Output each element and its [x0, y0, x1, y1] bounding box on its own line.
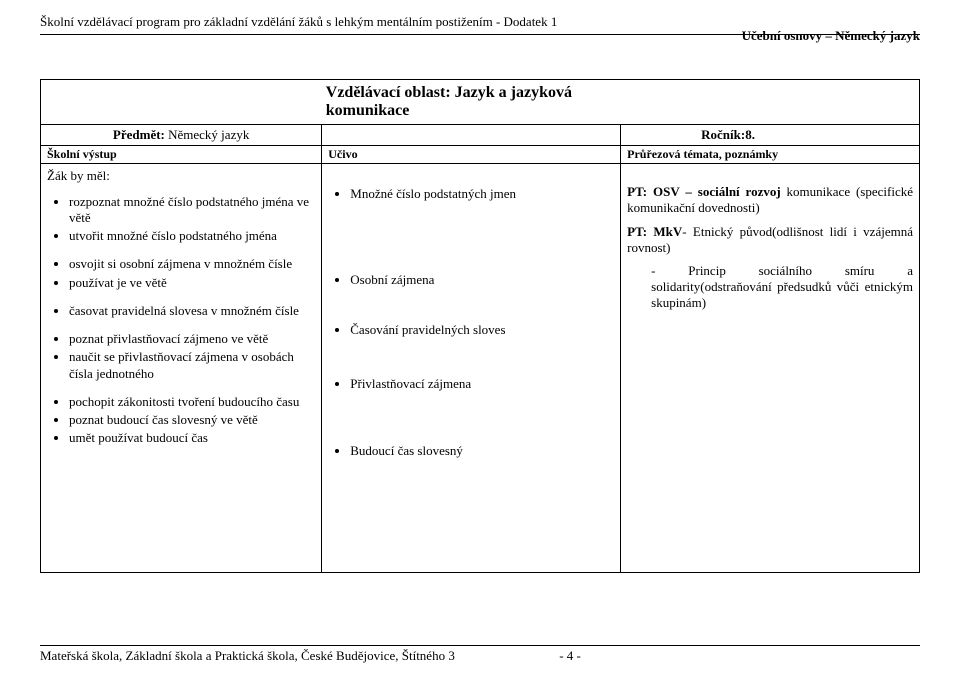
list-item: naučit se přivlastňovací zájmena v osobá… [69, 349, 315, 382]
col1-group1: rozpoznat množné číslo podstatného jména… [47, 194, 315, 245]
footer-row: Mateřská škola, Základní škola a Praktic… [40, 648, 920, 664]
list-item: Osobní zájmena [350, 272, 614, 288]
col3-content: PT: OSV – sociální rozvoj komunikace (sp… [621, 163, 920, 572]
col3-dash-list: Princip sociálního smíru a solidarity(od… [627, 263, 913, 312]
col3-p1: PT: OSV – sociální rozvoj komunikace (sp… [627, 184, 913, 217]
subject-label: Předmět: [113, 127, 165, 142]
footer-left: Mateřská škola, Základní škola a Praktic… [40, 648, 455, 664]
footer-rule [40, 645, 920, 646]
grade-value: 8. [745, 127, 755, 142]
col2-b3: Časování pravidelných sloves [328, 322, 614, 338]
title-cell-left [41, 79, 322, 124]
header-row: Školní výstup Učivo Průřezová témata, po… [41, 145, 920, 163]
col2-b1: Množné číslo podstatných jmen [328, 186, 614, 202]
col2-b4: Přivlastňovací zájmena [328, 376, 614, 392]
content-row: Žák by měl: rozpoznat množné číslo podst… [41, 163, 920, 572]
col3-p2-bold: PT: MkV [627, 224, 682, 239]
col1-group4: poznat přivlastňovací zájmeno ve větě na… [47, 331, 315, 382]
list-item: Časování pravidelných sloves [350, 322, 614, 338]
col3-p2: PT: MkV- Etnický původ(odlišnost lidí i … [627, 224, 913, 257]
meta-blank [322, 124, 621, 145]
curriculum-table: Vzdělávací oblast: Jazyk a jazyková komu… [40, 79, 920, 573]
col2-b5: Budoucí čas slovesný [328, 443, 614, 459]
col1-content: Žák by měl: rozpoznat množné číslo podst… [41, 163, 322, 572]
subject-value: Německý jazyk [168, 127, 249, 142]
list-item: Přivlastňovací zájmena [350, 376, 614, 392]
list-item: rozpoznat množné číslo podstatného jména… [69, 194, 315, 227]
col1-intro: Žák by měl: [47, 168, 315, 184]
list-item: Množné číslo podstatných jmen [350, 186, 614, 202]
list-item: používat je ve větě [69, 275, 315, 291]
list-item: utvořit množné číslo podstatného jména [69, 228, 315, 244]
meta-row: Předmět: Německý jazyk Ročník:8. [41, 124, 920, 145]
title-cell-right [621, 79, 920, 124]
col-header-2: Učivo [322, 145, 621, 163]
list-item: umět používat budoucí čas [69, 430, 315, 446]
subject-cell: Předmět: Německý jazyk [41, 124, 322, 145]
col1-group5: pochopit zákonitosti tvoření budoucího č… [47, 394, 315, 447]
page-number: - 4 - [559, 648, 581, 664]
col1-group2: osvojit si osobní zájmena v množném čísl… [47, 256, 315, 291]
list-item: poznat budoucí čas slovesný ve větě [69, 412, 315, 428]
col2-b2: Osobní zájmena [328, 272, 614, 288]
grade-label: Ročník: [701, 127, 745, 142]
list-item: Princip sociálního smíru a solidarity(od… [651, 263, 913, 312]
list-item: Budoucí čas slovesný [350, 443, 614, 459]
title-cell-center: Vzdělávací oblast: Jazyk a jazyková komu… [322, 79, 621, 124]
list-item: poznat přivlastňovací zájmeno ve větě [69, 331, 315, 347]
col2-content: Množné číslo podstatných jmen Osobní záj… [322, 163, 621, 572]
title-row: Vzdělávací oblast: Jazyk a jazyková komu… [41, 79, 920, 124]
list-item: pochopit zákonitosti tvoření budoucího č… [69, 394, 315, 410]
col1-group3: časovat pravidelná slovesa v množném čís… [47, 303, 315, 319]
grade-cell: Ročník:8. [621, 124, 920, 145]
footer: Mateřská škola, Základní škola a Praktic… [40, 645, 920, 664]
col3-text: PT: OSV – sociální rozvoj komunikace (sp… [627, 184, 913, 312]
col3-p1-bold: PT: OSV – sociální rozvoj [627, 184, 781, 199]
col-header-1: Školní výstup [41, 145, 322, 163]
col-header-3: Průřezová témata, poznámky [621, 145, 920, 163]
list-item: časovat pravidelná slovesa v množném čís… [69, 303, 315, 319]
header-right: Učební osnovy – Německý jazyk [742, 28, 920, 44]
list-item: osvojit si osobní zájmena v množném čísl… [69, 256, 315, 272]
page: Školní vzdělávací program pro základní v… [0, 0, 960, 678]
